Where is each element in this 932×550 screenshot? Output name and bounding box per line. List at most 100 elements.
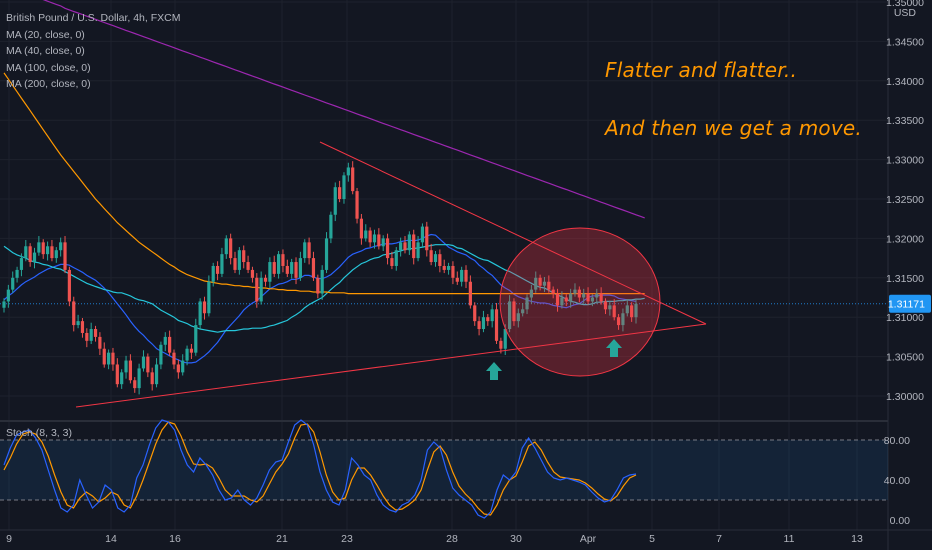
candle-body (2, 301, 6, 308)
candle-body (416, 242, 420, 259)
candle-body (381, 238, 385, 247)
candle-body (19, 258, 24, 270)
candle-body (176, 364, 180, 373)
candle-body (433, 254, 438, 263)
candle-body (460, 269, 464, 282)
candle-body (255, 277, 259, 302)
ma20-legend[interactable]: MA (20, close, 0) (6, 28, 85, 41)
stochastic-legend[interactable]: Stoch (8, 3, 3) (6, 427, 72, 439)
price-axis-currency: USD (894, 7, 917, 19)
candle-body (172, 352, 176, 365)
price-tick-label: 1.33000 (886, 155, 924, 167)
ma-line-4 (42, 0, 645, 219)
candle-body (298, 258, 302, 278)
time-tick-label: 5 (649, 533, 655, 545)
candle-body (420, 226, 425, 243)
stoch-d-line (3, 421, 637, 516)
candle-body (412, 234, 416, 259)
candle-body (211, 265, 215, 282)
ma-line-3 (3, 72, 645, 295)
symbol-title[interactable]: British Pound / U.S. Dollar, 4h, FXCM (6, 12, 181, 24)
candle-body (586, 293, 590, 302)
candle-body (54, 250, 58, 259)
candle-body (67, 269, 71, 302)
stoch-tick-label: 80.00 (884, 435, 910, 447)
candle-body (324, 238, 329, 270)
candle-body (438, 254, 442, 266)
candle-body (6, 289, 10, 302)
ma40-legend[interactable]: MA (40, close, 0) (6, 45, 85, 57)
time-tick-label: 30 (510, 533, 522, 545)
candle-body (146, 356, 150, 373)
candle-body (446, 265, 451, 270)
ma200-legend[interactable]: MA (200, close, 0) (6, 78, 91, 90)
candle-body (599, 293, 603, 302)
candle-body (499, 340, 503, 349)
candle-body (311, 258, 316, 278)
time-tick-label: 11 (784, 533, 795, 545)
candle-body (11, 277, 15, 290)
candle-body (569, 293, 573, 302)
candle-body (263, 277, 268, 282)
time-axis[interactable]: 9 14 16 21 23 28 30 Apr 5 7 11 13 (6, 533, 863, 545)
candle-body (154, 364, 159, 385)
price-tick-label: 1.30000 (886, 391, 924, 403)
candle-body (616, 317, 621, 326)
stoch-tick-label: 40.00 (884, 475, 910, 487)
price-tick-label: 1.31000 (886, 312, 924, 324)
candle-body (80, 321, 85, 333)
candle-body (464, 269, 468, 282)
ma100-legend[interactable]: MA (100, close, 0) (6, 61, 91, 74)
price-tick-label: 1.34500 (886, 36, 924, 48)
candle-body (93, 329, 98, 337)
candle-body (246, 262, 250, 270)
candle-body (281, 254, 285, 266)
last-price-label: 1.31171 (888, 299, 925, 311)
candle-body (59, 242, 63, 251)
candle-body (608, 305, 612, 310)
ma-line-1 (3, 233, 637, 364)
consolidation-ellipse (499, 227, 661, 377)
candle-body (198, 301, 202, 326)
candle-body (128, 360, 132, 381)
candle-body (63, 242, 67, 270)
price-tick-label: 1.35000 (886, 0, 924, 9)
candle-body (141, 356, 146, 369)
drawings (75, 141, 707, 408)
stochastic-pane: 80.00 40.00 0.00 (0, 419, 910, 527)
candle-body (189, 348, 194, 353)
candle-body (338, 187, 342, 199)
time-tick-label: 21 (276, 533, 288, 545)
candle-body (202, 301, 207, 314)
price-tick-label: 1.30500 (886, 352, 924, 364)
candle-body (45, 246, 50, 255)
candle-body (163, 336, 167, 345)
candle-body (259, 277, 263, 302)
candle-body (630, 305, 634, 318)
candle-body (237, 250, 241, 270)
candle-body (124, 360, 128, 373)
candle-body (307, 242, 311, 259)
candle-body (403, 242, 407, 251)
candle-body (342, 175, 346, 199)
candle-body (564, 297, 568, 302)
candle-body (407, 234, 411, 251)
candle-body (385, 238, 390, 259)
candle-body (15, 269, 19, 278)
candle-body (390, 258, 394, 266)
candle-body (364, 230, 368, 239)
lower-trendline (75, 323, 707, 408)
candle-body (486, 317, 490, 322)
candle-body (102, 348, 106, 365)
candle-body (215, 265, 220, 274)
candle-body (290, 262, 294, 274)
last-price-label-bg (889, 294, 931, 313)
candle-body (481, 317, 486, 330)
candle-body (425, 226, 429, 251)
candle-body (359, 218, 364, 239)
candle-body (625, 305, 629, 314)
candle-body (24, 246, 28, 259)
